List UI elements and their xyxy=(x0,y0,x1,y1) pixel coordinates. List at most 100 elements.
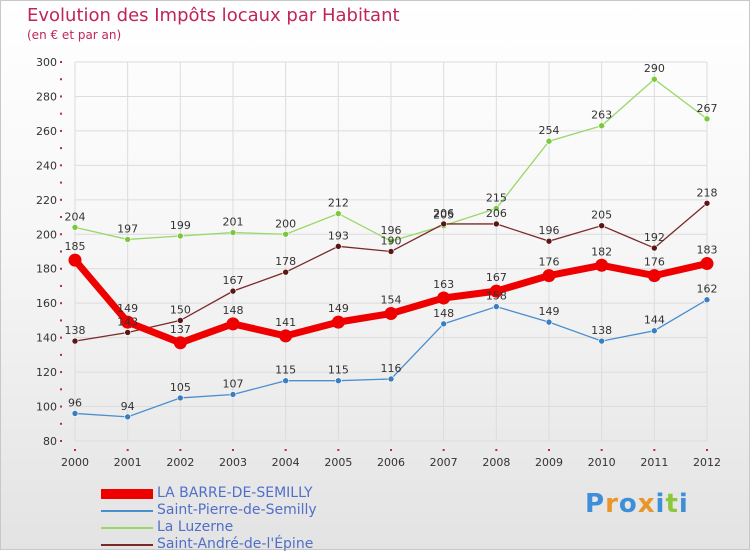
data-point-la-barre-de-semilly xyxy=(647,269,661,283)
x-tick-mark xyxy=(390,449,392,451)
data-point-la-luzerne xyxy=(177,232,184,240)
data-label-saint-andr-de-l-pine: 196 xyxy=(539,224,560,237)
y-minor-tick xyxy=(60,319,62,322)
data-point-la-barre-de-semilly xyxy=(331,315,345,329)
data-label-saint-pierre-de-semilly: 138 xyxy=(591,324,612,337)
x-tick-mark xyxy=(74,449,76,451)
y-minor-tick xyxy=(60,422,62,425)
data-label-la-barre-de-semilly: 176 xyxy=(644,256,665,269)
y-tick-label: 100 xyxy=(36,401,57,414)
x-tick-mark xyxy=(442,449,445,451)
logo-letter: r xyxy=(605,489,619,519)
x-tick-mark xyxy=(179,449,182,451)
data-point-la-luzerne xyxy=(124,236,131,243)
data-point-saint-andr-de-l-pine xyxy=(335,243,342,250)
data-label-la-luzerne: 204 xyxy=(65,210,86,223)
x-tick-mark xyxy=(126,449,129,451)
axes: 80 100 120 140 160 180 200 220 240 260 280 300 2000 2… xyxy=(36,56,721,469)
y-tick-mark xyxy=(60,405,62,408)
data-point-saint-pierre-de-semilly xyxy=(440,320,447,328)
y-minor-tick xyxy=(60,181,62,184)
x-tick-mark xyxy=(232,449,234,451)
data-label-saint-andr-de-l-pine: 205 xyxy=(591,209,612,222)
data-point-saint-andr-de-l-pine xyxy=(493,220,500,228)
data-point-la-barre-de-semilly xyxy=(542,269,556,283)
y-tick-label: 240 xyxy=(36,159,57,172)
x-tick-label: 2003 xyxy=(219,456,247,469)
data-label-saint-andr-de-l-pine: 150 xyxy=(170,303,191,316)
data-point-saint-andr-de-l-pine xyxy=(545,237,553,245)
y-minor-tick xyxy=(60,250,62,253)
legend-label: Saint-André-de-l'Épine xyxy=(157,536,314,552)
data-label-la-barre-de-semilly: 137 xyxy=(170,323,191,336)
data-label-saint-pierre-de-semilly: 107 xyxy=(223,377,244,390)
legend-label: LA BARRE-DE-SEMILLY xyxy=(157,485,313,501)
data-label-la-luzerne: 201 xyxy=(223,216,244,229)
data-point-la-luzerne xyxy=(651,75,658,83)
data-label-saint-pierre-de-semilly: 115 xyxy=(275,364,296,377)
data-point-la-barre-de-semilly xyxy=(279,329,293,343)
data-point-saint-pierre-de-semilly xyxy=(124,413,131,421)
data-label-saint-pierre-de-semilly: 94 xyxy=(121,400,135,413)
data-point-la-barre-de-semilly xyxy=(68,253,82,267)
data-label-saint-pierre-de-semilly: 115 xyxy=(328,364,349,377)
legend-swatch xyxy=(101,509,153,512)
x-tick-label: 2009 xyxy=(535,456,563,469)
data-labels: 96 94 105 107 115 115 116 148 158 149 138 144 162 204… xyxy=(65,62,718,413)
x-tick-mark xyxy=(495,449,498,451)
y-tick-label: 160 xyxy=(36,297,57,310)
data-label-saint-pierre-de-semilly: 162 xyxy=(697,283,718,296)
data-label-saint-andr-de-l-pine: 138 xyxy=(65,324,86,337)
series-lines xyxy=(68,75,714,421)
data-label-la-luzerne: 200 xyxy=(275,217,296,230)
data-label-saint-andr-de-l-pine: 143 xyxy=(117,315,138,328)
logo-letter: i xyxy=(655,489,666,519)
data-label-saint-andr-de-l-pine: 193 xyxy=(328,229,349,242)
data-point-la-barre-de-semilly xyxy=(700,257,714,271)
data-point-saint-pierre-de-semilly xyxy=(545,318,553,326)
data-point-saint-andr-de-l-pine xyxy=(651,244,658,252)
data-point-saint-andr-de-l-pine xyxy=(387,248,395,255)
x-tick-label: 2002 xyxy=(166,456,194,469)
proxiti-logo: Proxiti xyxy=(585,489,689,519)
y-tick-mark xyxy=(60,267,62,270)
y-tick-label: 260 xyxy=(36,125,57,138)
logo-letter: x xyxy=(637,489,656,519)
data-label-saint-andr-de-l-pine: 178 xyxy=(275,255,296,268)
data-label-la-barre-de-semilly: 167 xyxy=(486,271,507,284)
y-tick-label: 280 xyxy=(36,90,57,103)
data-label-la-barre-de-semilly: 163 xyxy=(433,278,454,291)
data-point-saint-pierre-de-semilly xyxy=(229,391,237,398)
grid-lines xyxy=(74,61,708,442)
data-point-la-luzerne xyxy=(282,230,289,238)
data-label-saint-andr-de-l-pine: 167 xyxy=(223,274,244,287)
data-point-la-barre-de-semilly xyxy=(489,284,503,298)
x-tick-mark xyxy=(653,449,656,451)
data-point-la-barre-de-semilly xyxy=(595,258,609,272)
legend-label: La Luzerne xyxy=(157,519,234,535)
legend-label: Saint-Pierre-de-Semilly xyxy=(157,502,317,518)
data-point-saint-andr-de-l-pine xyxy=(440,220,447,228)
data-point-saint-andr-de-l-pine xyxy=(703,199,711,207)
y-tick-label: 220 xyxy=(36,194,57,207)
data-point-saint-andr-de-l-pine xyxy=(282,268,289,276)
x-tick-label: 2004 xyxy=(272,456,300,469)
y-minor-tick xyxy=(60,112,62,115)
x-tick-mark xyxy=(706,449,708,451)
y-minor-tick xyxy=(60,284,62,287)
data-label-la-barre-de-semilly: 149 xyxy=(328,302,349,315)
data-label-la-barre-de-semilly: 141 xyxy=(275,316,296,329)
x-tick-label: 2000 xyxy=(61,456,89,469)
data-label-la-luzerne: 212 xyxy=(328,197,349,210)
data-point-saint-pierre-de-semilly xyxy=(493,303,500,310)
data-label-saint-andr-de-l-pine: 192 xyxy=(644,231,665,244)
data-point-saint-andr-de-l-pine xyxy=(177,317,184,324)
y-tick-label: 80 xyxy=(43,435,57,448)
data-label-la-barre-de-semilly: 185 xyxy=(65,240,86,253)
data-point-la-luzerne xyxy=(703,115,711,123)
data-label-la-luzerne: 263 xyxy=(591,109,612,122)
y-tick-mark xyxy=(60,440,62,442)
x-tick-label: 2008 xyxy=(482,456,510,469)
data-label-la-luzerne: 199 xyxy=(170,219,191,232)
data-label-saint-pierre-de-semilly: 158 xyxy=(486,290,507,303)
